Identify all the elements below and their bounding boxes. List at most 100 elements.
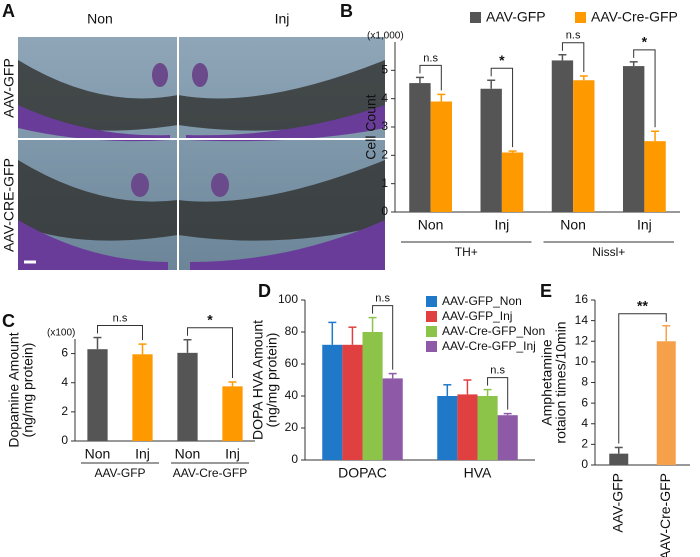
y-tick-label: 60	[285, 356, 299, 370]
y-unit: (x1,000)	[367, 31, 404, 42]
group-label: AAV-Cre-GFP	[173, 466, 247, 480]
bar	[362, 332, 383, 460]
legend-label: AAV-Cre-GFP_Non	[442, 324, 545, 338]
x-tick-label: AAV-GFP	[609, 473, 625, 533]
bar	[132, 354, 153, 441]
column-label: Non	[87, 11, 113, 27]
x-tick-label: Inj	[135, 446, 150, 462]
tissue-dark	[18, 60, 385, 131]
y-axis-label: DOPA HVA Amount	[250, 320, 266, 440]
x-tick-label: AAV-Cre-GFP	[657, 473, 673, 557]
bar	[573, 80, 595, 212]
y-tick-label: 10	[575, 354, 589, 368]
panel-letter: A	[2, 1, 15, 21]
bar	[480, 88, 502, 212]
column-label: Inj	[275, 11, 290, 27]
bracket	[419, 64, 442, 91]
bar	[382, 378, 403, 460]
micrograph	[18, 37, 385, 270]
y-tick-label: 4	[61, 375, 68, 389]
tissue-dark	[18, 160, 385, 241]
tissue-purple	[18, 220, 168, 270]
legend-label: AAV-GFP	[486, 9, 546, 25]
y-tick-label: 20	[285, 420, 299, 434]
panel-letter: B	[340, 1, 353, 21]
bracket	[490, 67, 514, 148]
legend-swatch	[426, 311, 437, 322]
panel-letter: D	[258, 281, 271, 301]
x-tick-label: HVA	[464, 465, 492, 481]
bracket	[561, 42, 585, 72]
tissue-purple	[18, 105, 170, 142]
y-tick-label: 0	[581, 457, 588, 471]
annotation: *	[207, 311, 213, 327]
row-label: AAV-CRE-GFP	[1, 158, 17, 252]
bar	[623, 66, 645, 212]
legend-swatch	[575, 12, 586, 23]
group-label: TH+	[455, 245, 478, 259]
legend-label: AAV-Cre-GFP_Inj	[442, 339, 536, 353]
y-axis-label: rotaion times/10min	[553, 321, 569, 443]
annotation: *	[642, 34, 648, 50]
y-tick-label: 0	[381, 204, 388, 218]
y-axis-label: Dopamine Amount	[6, 332, 22, 447]
y-tick-label: 2	[581, 437, 588, 451]
y-tick-label: 4	[381, 91, 388, 105]
y-tick-label: 14	[575, 313, 589, 327]
bar	[177, 352, 198, 441]
bracket	[187, 327, 233, 378]
y-tick-label: 0	[61, 433, 68, 447]
y-tick-label: 8	[581, 375, 588, 389]
bar	[457, 394, 478, 460]
y-tick-label: 3	[381, 119, 388, 133]
tissue-spot	[192, 63, 208, 87]
annotation: n.s	[423, 52, 438, 64]
tissue-spot	[152, 63, 168, 87]
x-tick-label: Non	[418, 217, 444, 233]
legend-swatch	[426, 296, 437, 307]
annotation: *	[499, 52, 505, 68]
bracket	[372, 305, 394, 370]
y-axis-label: Amphetamine	[539, 339, 555, 426]
tissue-spot	[211, 173, 229, 197]
y-tick-label: 16	[575, 292, 589, 306]
bracket	[618, 313, 667, 444]
annotation: **	[637, 297, 648, 313]
tissue-purple	[190, 220, 385, 270]
group-label: AAV-GFP	[94, 466, 145, 480]
bracket	[487, 377, 509, 410]
y-tick-label: 6	[581, 395, 588, 409]
y-axis-label: Cell Count	[363, 94, 379, 159]
bar	[477, 396, 498, 460]
bar	[437, 396, 458, 460]
bar	[430, 101, 452, 212]
annotation: n.s	[375, 293, 390, 305]
y-tick-label: 4	[581, 416, 588, 430]
y-axis-label: (ng/mg protein)	[20, 343, 36, 438]
y-tick-label: 2	[381, 148, 388, 162]
y-tick-label: 80	[285, 324, 299, 338]
annotation: n.s	[566, 30, 581, 42]
tissue-spot	[131, 173, 149, 197]
x-tick-label: Non	[85, 446, 111, 462]
bar	[656, 341, 676, 465]
bar	[609, 453, 629, 465]
bar	[87, 349, 108, 441]
legend-label: AAV-GFP_Non	[442, 294, 522, 308]
y-axis-label: (ng/mg protein)	[264, 333, 280, 428]
bar	[501, 152, 524, 212]
bar	[551, 60, 574, 212]
y-tick-label: 100	[278, 292, 298, 306]
y-tick-label: 0	[291, 452, 298, 466]
x-tick-label: Non	[175, 446, 201, 462]
y-tick-label: 12	[575, 333, 589, 347]
legend-swatch	[426, 341, 437, 352]
x-tick-label: DOPAC	[338, 465, 387, 481]
annotation: n.s	[113, 312, 128, 324]
y-tick-label: 40	[285, 388, 299, 402]
y-tick-label: 6	[61, 346, 68, 360]
bracket	[97, 325, 143, 341]
legend-label: AAV-GFP_Inj	[442, 309, 512, 323]
x-tick-label: Inj	[637, 217, 652, 233]
